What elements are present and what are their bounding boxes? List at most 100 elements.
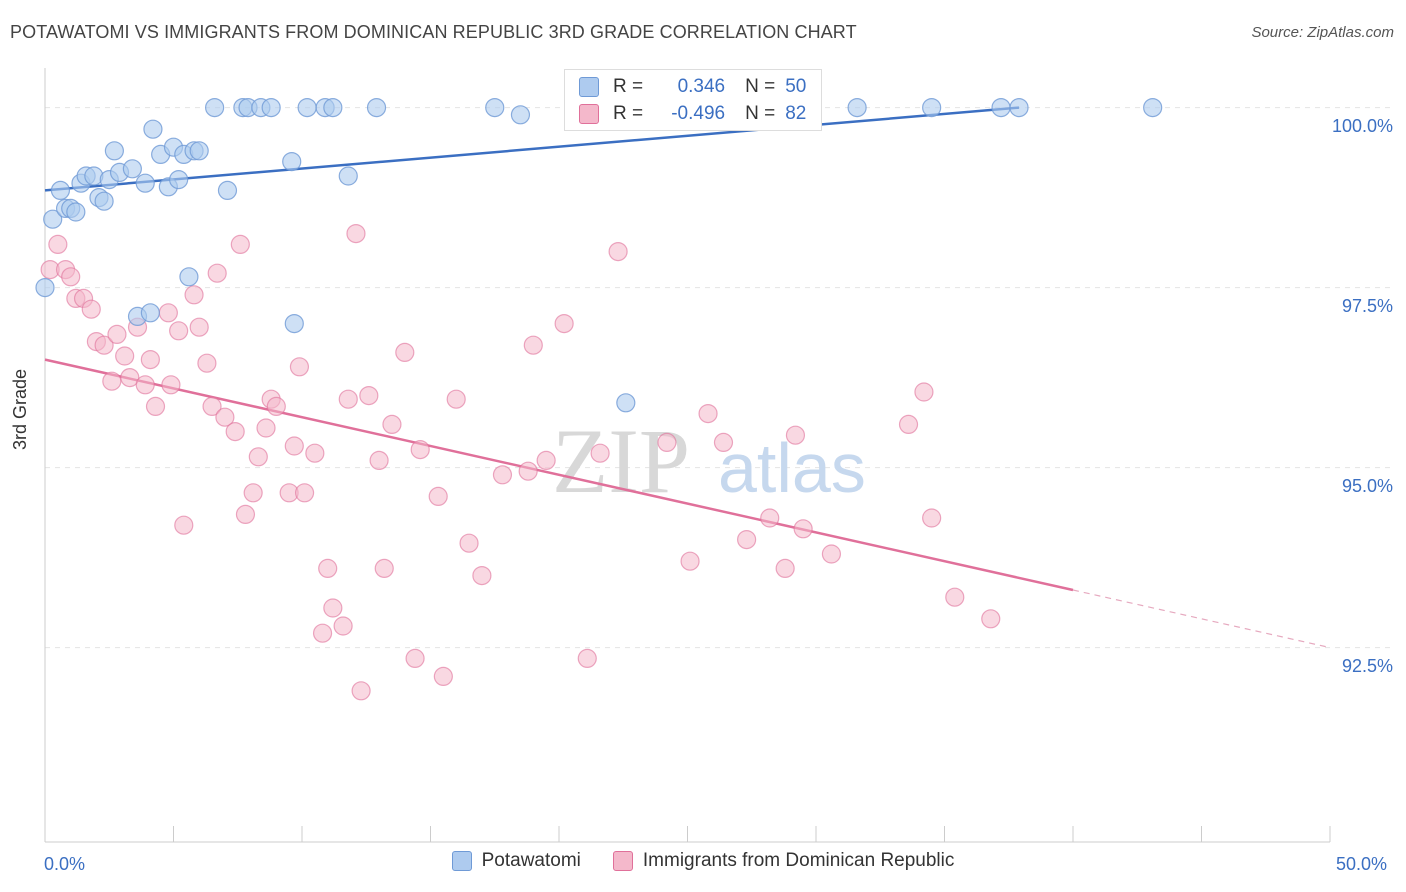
- stats-r-value: -0.496: [671, 103, 726, 124]
- point-potawatomi: [140, 303, 160, 323]
- point-dominican: [120, 368, 140, 388]
- point-dominican: [197, 353, 217, 373]
- legend-item-dominican[interactable]: Immigrants from Dominican Republic: [612, 850, 955, 872]
- point-dominican: [922, 508, 942, 528]
- point-potawatomi: [169, 170, 189, 190]
- point-potawatomi: [261, 97, 281, 118]
- point-dominican: [680, 551, 700, 571]
- point-dominican: [266, 396, 286, 416]
- point-dominican: [235, 504, 256, 525]
- point-dominican: [81, 299, 101, 319]
- point-dominican: [359, 386, 379, 406]
- point-dominican: [346, 224, 366, 244]
- point-dominican: [737, 529, 757, 550]
- watermark-zip: ZIP: [552, 410, 690, 512]
- point-dominican: [410, 440, 430, 460]
- legend-item-potawatomi[interactable]: Potawatomi: [451, 850, 581, 872]
- point-dominican: [102, 371, 122, 391]
- point-potawatomi: [323, 97, 343, 118]
- point-dominican: [492, 465, 513, 485]
- point-potawatomi: [922, 97, 942, 118]
- point-potawatomi: [485, 97, 505, 118]
- x-tick-label-max: 50.0%: [1336, 854, 1388, 874]
- y-tick-label: 97.5%: [1341, 295, 1393, 316]
- point-potawatomi: [297, 97, 317, 118]
- point-dominican: [657, 432, 677, 452]
- legend-swatch-blue: [451, 851, 472, 871]
- y-tick-label: 95.0%: [1341, 475, 1393, 496]
- point-dominican: [256, 418, 276, 438]
- point-dominican: [107, 324, 127, 344]
- point-dominican: [459, 533, 479, 553]
- point-dominican: [785, 425, 806, 445]
- y-tick-label: 92.5%: [1341, 655, 1393, 676]
- point-potawatomi: [43, 209, 63, 229]
- point-dominican: [243, 483, 263, 503]
- point-potawatomi: [991, 97, 1011, 118]
- legend-label: Immigrants from Dominican Republic: [642, 850, 955, 871]
- point-dominican: [793, 519, 813, 539]
- point-dominican: [518, 461, 538, 481]
- chart-title: POTAWATOMI VS IMMIGRANTS FROM DOMINICAN …: [10, 22, 857, 42]
- point-potawatomi: [1143, 97, 1163, 118]
- point-dominican: [140, 350, 160, 370]
- point-dominican: [590, 443, 610, 463]
- point-dominican: [161, 375, 181, 395]
- stats-swatch-pink: [579, 104, 599, 124]
- point-dominican: [333, 616, 353, 636]
- correlation-stats-box: R = 0.346 N = 50 R = -0.496 N = 82: [564, 69, 822, 131]
- gridlines: [45, 107, 1395, 649]
- point-potawatomi: [35, 278, 55, 298]
- point-potawatomi: [1009, 97, 1029, 118]
- point-potawatomi: [135, 173, 155, 193]
- point-dominican: [369, 450, 389, 470]
- stats-n-label: N =: [745, 103, 776, 124]
- point-dominican: [284, 436, 304, 456]
- trend-line-dominican-extension: [1072, 589, 1331, 649]
- data-points: [35, 97, 1163, 701]
- point-dominican: [898, 414, 919, 434]
- stats-n-label: N =: [745, 76, 776, 97]
- point-dominican: [351, 681, 371, 701]
- point-dominican: [305, 443, 325, 463]
- point-dominican: [338, 389, 358, 409]
- point-dominican: [248, 447, 268, 467]
- point-dominican: [395, 342, 415, 362]
- point-potawatomi: [66, 202, 86, 222]
- point-dominican: [202, 396, 222, 416]
- point-potawatomi: [366, 97, 387, 118]
- source-label: Source: ZipAtlas.com: [1251, 24, 1394, 41]
- point-potawatomi: [50, 180, 71, 200]
- stats-swatch-blue: [579, 77, 599, 97]
- legend: Potawatomi Immigrants from Dominican Rep…: [0, 850, 1406, 872]
- point-dominican: [289, 357, 310, 377]
- point-dominican: [382, 414, 402, 434]
- stats-n-value: 82: [785, 103, 807, 124]
- point-dominican: [323, 598, 343, 618]
- point-potawatomi: [284, 314, 304, 334]
- point-dominican: [775, 558, 795, 579]
- point-dominican: [554, 314, 574, 334]
- point-dominican: [169, 321, 189, 341]
- point-dominican: [760, 508, 780, 528]
- point-potawatomi: [217, 180, 238, 200]
- point-dominican: [207, 263, 227, 283]
- point-potawatomi: [282, 152, 302, 172]
- point-dominican: [981, 609, 1001, 629]
- trend-line-potawatomi: [44, 106, 1020, 192]
- x-tick-label-min: 0.0%: [44, 854, 86, 874]
- point-potawatomi: [122, 159, 142, 179]
- point-potawatomi: [94, 191, 114, 211]
- point-dominican: [821, 544, 842, 564]
- point-dominican: [230, 234, 250, 254]
- point-dominican: [225, 422, 245, 442]
- point-dominican: [914, 382, 934, 402]
- point-dominican: [446, 389, 466, 409]
- point-dominican: [61, 267, 81, 287]
- point-dominican: [318, 558, 338, 579]
- point-potawatomi: [510, 105, 531, 125]
- point-dominican: [374, 558, 394, 579]
- point-potawatomi: [338, 166, 358, 186]
- point-potawatomi: [143, 119, 163, 139]
